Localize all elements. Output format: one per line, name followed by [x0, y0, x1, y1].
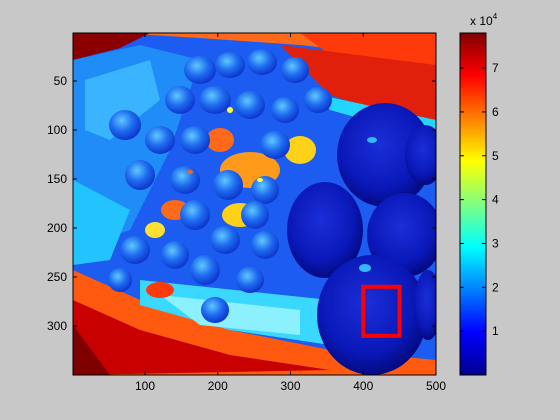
y-tick-label: 200 [47, 221, 67, 235]
y-tick-label: 250 [47, 270, 67, 284]
colorbar-tick-label: 6 [492, 105, 499, 119]
colorbar-multiplier: x 104 [470, 12, 498, 28]
y-tick-label: 50 [54, 74, 68, 88]
heatmap-image [73, 33, 445, 375]
x-tick-label: 300 [280, 379, 300, 393]
colorbar-tick-label: 3 [492, 236, 499, 250]
x-tick-label: 500 [426, 379, 446, 393]
y-tick-label: 150 [47, 172, 67, 186]
y-tick-label: 100 [47, 123, 67, 137]
colorbar-tick-label: 7 [492, 61, 499, 75]
colorbar [460, 33, 486, 375]
x-tick-label: 100 [135, 379, 155, 393]
x-tick-label: 200 [208, 379, 228, 393]
colorbar-tick-label: 2 [492, 280, 499, 294]
y-tick-label: 300 [47, 319, 67, 333]
colorbar-tick-label: 4 [492, 193, 499, 207]
x-tick-label: 400 [353, 379, 373, 393]
colorbar-tick-label: 1 [492, 324, 499, 338]
colorbar-tick-label: 5 [492, 149, 499, 163]
